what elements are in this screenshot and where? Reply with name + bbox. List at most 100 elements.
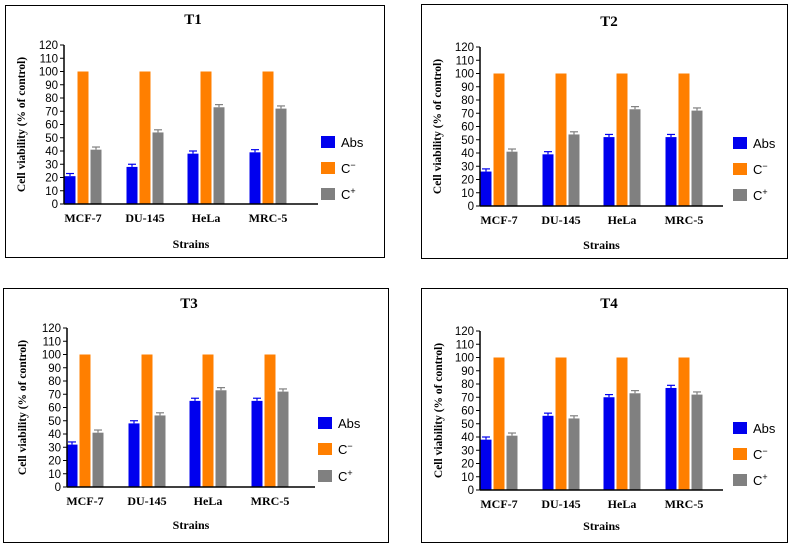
bar-abs-mrc-5 [251, 400, 263, 487]
chart-title: T3 [180, 296, 198, 312]
legend-c-positive: C+ [321, 186, 356, 202]
bar-cpos-mrc-5 [691, 110, 703, 206]
bar-cneg-mcf-7 [79, 354, 91, 487]
bar-abs-mcf-7 [64, 176, 76, 204]
y-tick-label: 100 [455, 69, 474, 81]
legend-label-cpos: C+ [753, 472, 768, 488]
bar-cneg-du-145 [141, 354, 153, 487]
bar-abs-mcf-7 [480, 439, 492, 490]
legend-swatch-abs [318, 417, 332, 429]
y-tick-label: 20 [48, 456, 61, 468]
y-tick-label: 90 [45, 80, 58, 92]
legend-swatch-cneg [733, 163, 747, 175]
legend-swatch-cneg [318, 443, 332, 455]
y-tick-label: 80 [461, 379, 474, 391]
legend-base: C [753, 162, 762, 177]
y-tick-label: 100 [42, 350, 61, 362]
legend-abs: Abs [318, 416, 361, 431]
legend-sup: + [347, 468, 352, 478]
y-tick-label: 80 [45, 93, 58, 105]
y-tick-label: 80 [48, 376, 61, 388]
y-tick-label: 100 [455, 353, 474, 365]
bar-cneg-hela [616, 357, 628, 490]
bar-abs-mcf-7 [66, 444, 78, 487]
bar-abs-du-145 [542, 415, 554, 490]
x-tick-label: MRC-5 [665, 213, 704, 227]
y-tick-label: 0 [468, 201, 474, 213]
legend-label-cneg: C− [753, 161, 768, 177]
legend-base: C [341, 161, 350, 176]
legend-swatch-abs [733, 422, 747, 434]
y-axis-label: Cell viability (% of control) [432, 59, 444, 194]
x-tick-label: DU-145 [127, 494, 166, 508]
bar-cpos-hela [629, 109, 641, 206]
legend-swatch-abs [733, 137, 747, 149]
legend-sup: + [350, 186, 355, 196]
y-tick-label: 0 [52, 199, 58, 211]
y-tick-label: 90 [48, 363, 61, 375]
legend-base: C [341, 187, 350, 202]
bar-abs-mrc-5 [665, 137, 677, 206]
legend-c-negative: C− [321, 160, 356, 176]
y-tick-label: 120 [455, 326, 474, 338]
y-tick-label: 70 [461, 392, 474, 404]
x-axis-label: Strains [583, 238, 620, 252]
legend-label-abs: Abs [338, 416, 361, 431]
bar-cpos-du-145 [568, 134, 580, 206]
bar-cneg-mrc-5 [678, 357, 690, 490]
y-tick-label: 60 [48, 403, 61, 415]
bar-cneg-hela [616, 73, 628, 206]
bar-cneg-mcf-7 [493, 73, 505, 206]
chart-panel-t1: T1 0 10 20 30 40 50 60 70 80 90 100 110 120 Cell viabi… [5, 5, 385, 258]
y-tick-label: 20 [461, 459, 474, 471]
bar-cpos-du-145 [568, 418, 580, 490]
x-tick-label: MCF-7 [480, 497, 517, 511]
chart-panel-t4: T4 0 10 20 30 40 50 60 70 80 90 100 110 120 Cell viabi… [421, 288, 788, 543]
y-tick-label: 50 [48, 416, 61, 428]
y-tick-label: 90 [461, 82, 474, 94]
legend-label-abs: Abs [753, 421, 776, 436]
y-tick-label: 70 [461, 108, 474, 120]
y-tick-label: 30 [461, 445, 474, 457]
bar-abs-hela [187, 153, 199, 204]
legend-c-negative: C− [733, 446, 768, 462]
legend-label-cneg: C− [338, 441, 353, 457]
legend-label-abs: Abs [341, 135, 364, 150]
legend-swatch-cpos [733, 474, 747, 486]
legend-base: C [338, 469, 347, 484]
legend-swatch-cpos [733, 189, 747, 201]
bar-cneg-mrc-5 [678, 73, 690, 206]
legend-label-cpos: C+ [341, 186, 356, 202]
bar-abs-hela [603, 137, 615, 206]
x-tick-label: DU-145 [125, 211, 164, 225]
x-tick-label: MCF-7 [66, 494, 103, 508]
y-tick-label: 90 [461, 366, 474, 378]
bar-cpos-mrc-5 [691, 394, 703, 490]
bar-cpos-du-145 [152, 132, 164, 204]
y-tick-label: 120 [42, 323, 61, 335]
y-tick-label: 40 [461, 432, 474, 444]
legend-base: C [338, 442, 347, 457]
bar-abs-du-145 [128, 423, 140, 487]
legend-sup: + [762, 472, 767, 482]
y-tick-label: 100 [39, 67, 58, 79]
y-tick-label: 80 [461, 95, 474, 107]
legend-swatch-cneg [733, 448, 747, 460]
x-tick-label: MCF-7 [64, 211, 101, 225]
legend-c-negative: C− [318, 441, 353, 457]
x-tick-label: HeLa [192, 211, 221, 225]
chart-title: T2 [600, 14, 618, 30]
x-tick-label: HeLa [608, 213, 637, 227]
legend-swatch-cneg [321, 162, 335, 174]
bar-cneg-hela [202, 354, 214, 487]
x-tick-label: MRC-5 [251, 494, 290, 508]
legend-swatch-cpos [318, 470, 332, 482]
y-tick-label: 120 [39, 40, 58, 52]
bar-cneg-du-145 [555, 357, 567, 490]
legend-sup: − [350, 160, 355, 170]
bar-cpos-mrc-5 [277, 391, 289, 487]
legend-sup: − [762, 446, 767, 456]
